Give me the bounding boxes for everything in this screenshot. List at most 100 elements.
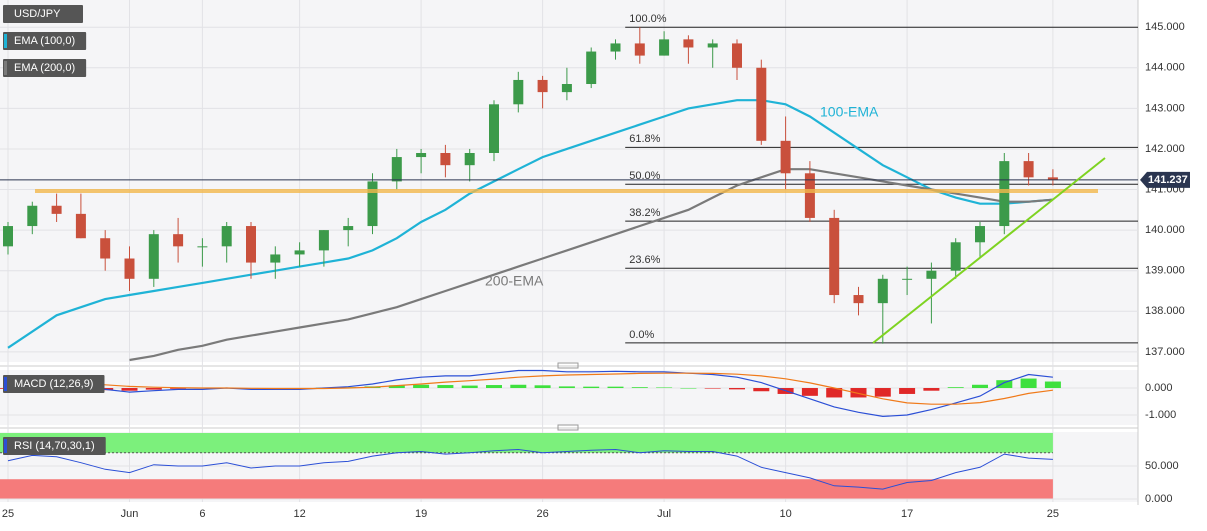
x-tick-label: 10 [779,508,791,520]
histogram-bar [923,388,940,391]
candle-body [440,152,451,166]
x-tick-label: 25 [2,508,14,520]
histogram-bar [170,388,187,389]
histogram-bar [1044,381,1061,389]
rsi-zone [0,432,1053,453]
legend-box [3,437,106,455]
labels: 25 Jun 6 12 19 26 Jul 10 17 25 137.000 138.000 139.0… [2,5,1190,520]
candle-body [659,39,670,56]
trend-line [872,157,1106,344]
y-tick-label: -1.000 [1145,409,1176,421]
macd-panel [0,370,1138,425]
fib-label: 0.0% [629,329,654,341]
candle-body [489,104,499,153]
fib-label: 61.8% [629,133,660,145]
candle-body [561,84,572,93]
legend-swatch [4,439,7,453]
candle-body [221,226,232,247]
x-tick-label: 25 [1047,508,1059,520]
y-tick-label: 139.000 [1145,265,1185,277]
marks [0,26,1138,490]
histogram-bar [899,388,916,394]
candle-body [148,234,159,279]
y-tick-label: 0.000 [1145,382,1173,394]
legend-box [3,375,105,393]
histogram-bar [413,384,430,389]
candle-body [124,258,135,279]
candle-body [610,43,621,52]
legend-label: EMA (200,0) [14,62,75,74]
y-tick-label: 143.000 [1145,102,1185,114]
price-tag-label: 141.237 [1148,174,1188,186]
legend-label: USD/JPY [14,8,61,20]
candle-body [975,226,985,243]
y-tick-label: 142.000 [1145,143,1185,155]
y-tick-label: 0.000 [1145,493,1173,505]
x-tick-label: 19 [415,508,427,520]
histogram-bar [656,387,673,389]
rsi-zone [0,479,1053,500]
legend-label: MACD (12,26,9) [14,378,93,390]
main-panel [0,0,1138,362]
candle-body [197,246,208,248]
histogram-bar [461,385,478,389]
x-tick-label: Jun [121,508,139,520]
legend-label: RSI (14,70,30,1) [14,440,95,452]
histogram-bar [753,388,770,392]
y-tick-label: 137.000 [1145,346,1185,358]
candle-body [586,51,597,85]
y-tick-label: 50.000 [1145,460,1179,472]
candle-body [173,234,184,247]
x-tick-label: 17 [901,508,913,520]
candle-body [756,67,767,141]
candle-body [999,161,1010,227]
resize-handle[interactable] [557,362,579,369]
histogram-bar [486,385,502,389]
x-tick-label: 26 [536,508,548,520]
histogram-bar [558,386,575,389]
legend-swatch [4,34,7,48]
y-tick-label: 145.000 [1145,21,1185,33]
candle-body [513,79,524,105]
ema-annotation: 200-EMA [485,273,544,289]
histogram-bar [510,384,527,389]
histogram-bar [947,387,964,389]
x-tick-label: 6 [199,508,205,520]
price-tag [1140,171,1190,188]
histogram-bar [583,386,600,389]
candle-body [1023,161,1034,178]
candle-body [902,278,913,280]
candle-body [707,43,718,48]
legend-swatch [4,61,7,75]
candle-body [270,254,281,263]
histogram-bar [972,384,988,389]
candle-body [416,152,427,158]
y-tick-label: 144.000 [1145,62,1185,74]
candle-body [829,217,840,296]
candle-body [3,226,13,247]
resize-handle[interactable] [557,424,579,431]
candle-body [27,205,38,227]
ema-annotation: 100-EMA [820,104,879,120]
histogram-bar [996,380,1013,389]
histogram-bar [145,388,162,390]
candle-body [780,140,791,174]
candle-body [634,43,645,56]
candle-body [877,278,888,304]
histogram-bar [607,386,624,389]
histogram-bar [850,388,867,398]
candle-body [318,230,329,251]
support-zone [35,189,1098,193]
histogram-bar [680,388,697,389]
candle-body [464,152,475,166]
candle-body [683,39,694,48]
histogram-bar [1020,378,1037,389]
histogram-bar [801,388,818,396]
fib-label: 100.0% [629,13,667,25]
candle-body [100,238,111,259]
x-tick-label: Jul [657,508,671,520]
candle-body [343,226,354,231]
candle-body [1047,177,1058,180]
candle-body [926,270,937,279]
